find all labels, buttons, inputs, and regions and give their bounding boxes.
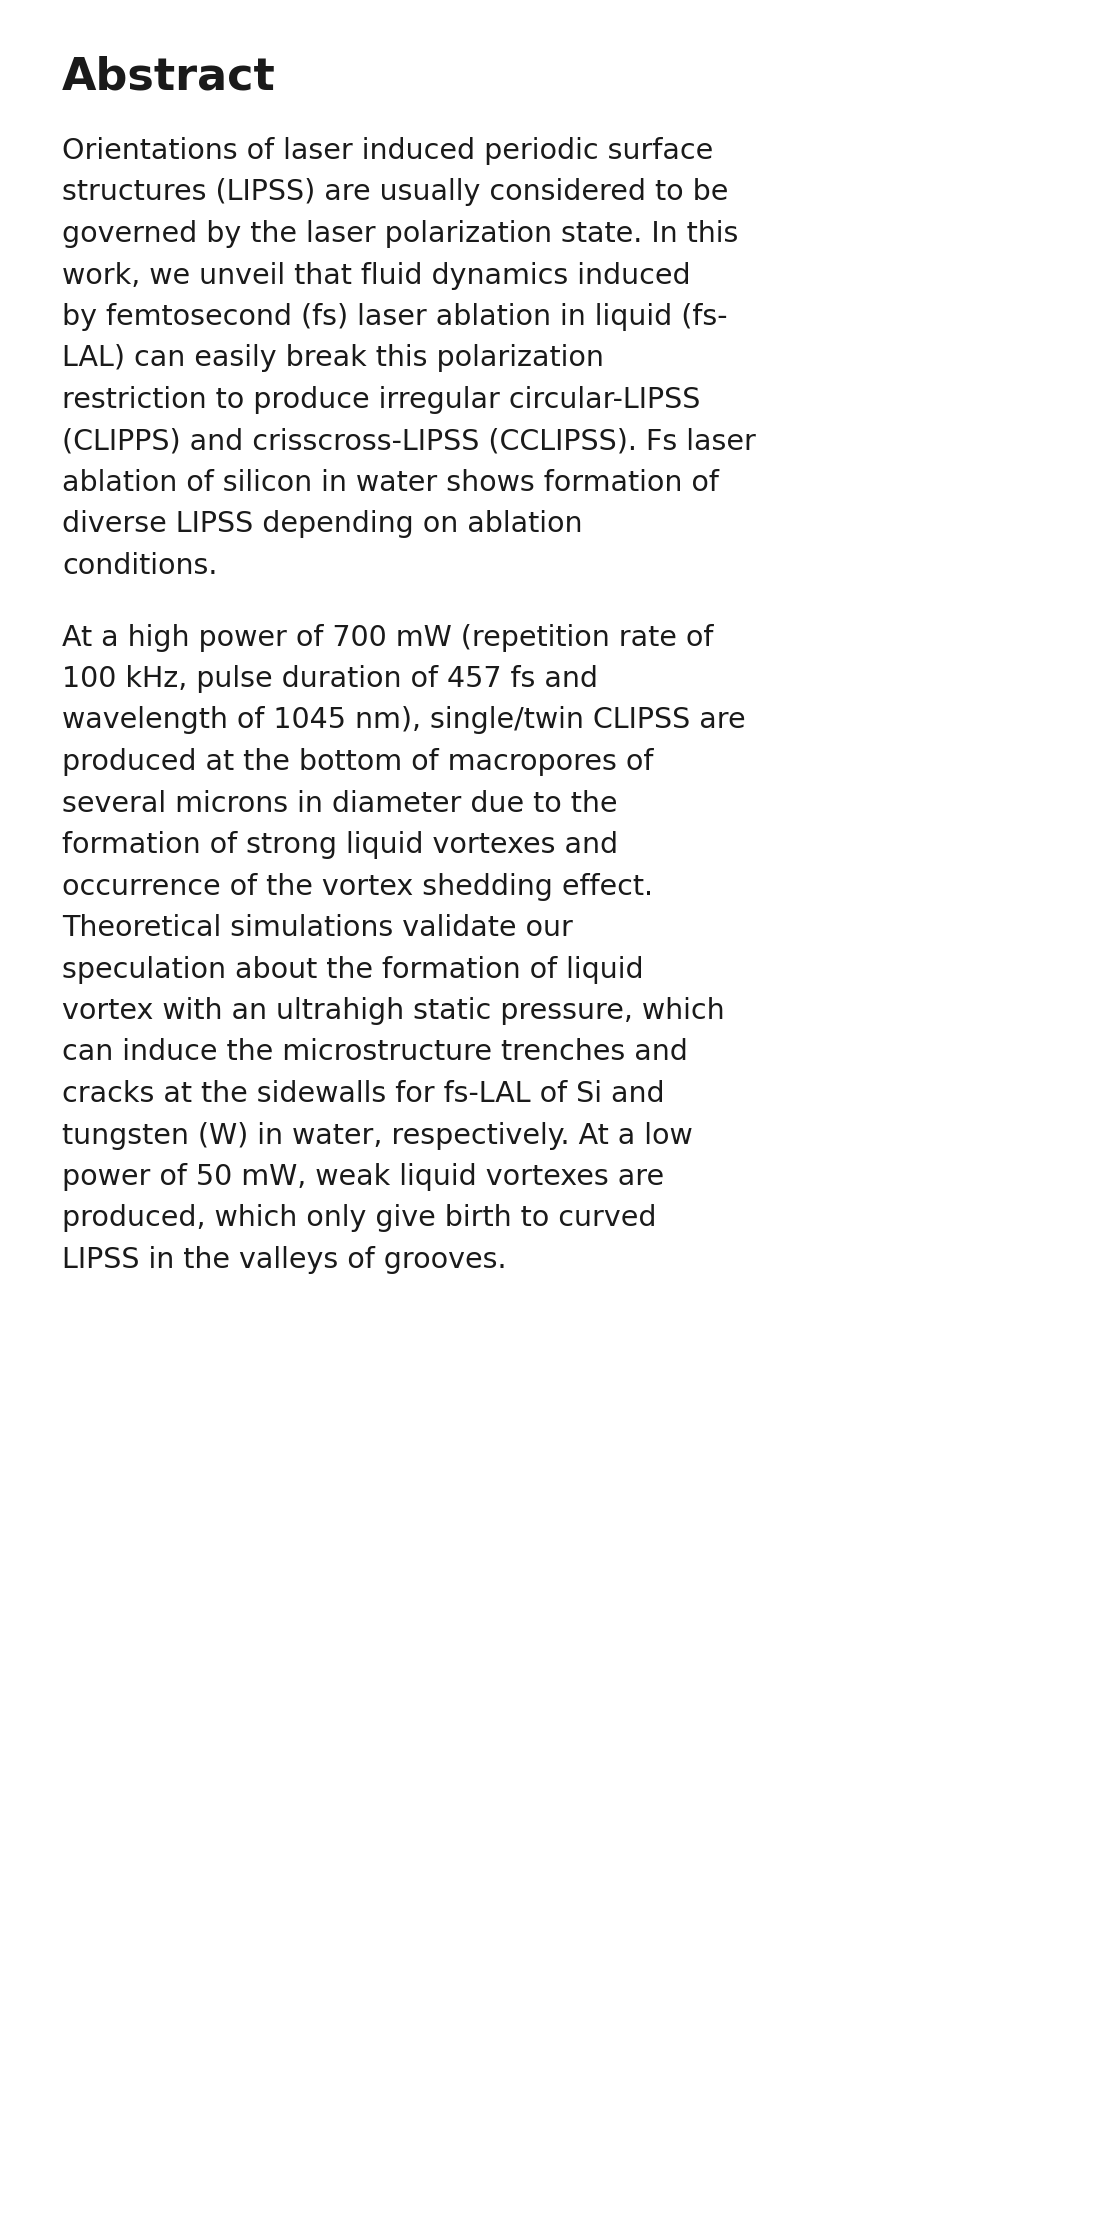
Text: Orientations of laser induced periodic surface: Orientations of laser induced periodic s… xyxy=(63,137,714,166)
Text: wavelength of 1045 nm), single/twin CLIPSS are: wavelength of 1045 nm), single/twin CLIP… xyxy=(63,707,746,734)
Text: LIPSS in the valleys of grooves.: LIPSS in the valleys of grooves. xyxy=(63,1247,507,1273)
Text: ablation of silicon in water shows formation of: ablation of silicon in water shows forma… xyxy=(63,470,719,497)
Text: 100 kHz, pulse duration of 457 fs and: 100 kHz, pulse duration of 457 fs and xyxy=(63,665,598,694)
Text: vortex with an ultrahigh static pressure, which: vortex with an ultrahigh static pressure… xyxy=(63,996,725,1025)
Text: produced at the bottom of macropores of: produced at the bottom of macropores of xyxy=(63,747,653,777)
Text: conditions.: conditions. xyxy=(63,553,218,580)
Text: structures (LIPSS) are usually considered to be: structures (LIPSS) are usually considere… xyxy=(63,179,728,206)
Text: Abstract: Abstract xyxy=(63,56,276,98)
Text: occurrence of the vortex shedding effect.: occurrence of the vortex shedding effect… xyxy=(63,873,653,900)
Text: work, we unveil that fluid dynamics induced: work, we unveil that fluid dynamics indu… xyxy=(63,262,690,289)
Text: power of 50 mW, weak liquid vortexes are: power of 50 mW, weak liquid vortexes are xyxy=(63,1164,665,1191)
Text: governed by the laser polarization state. In this: governed by the laser polarization state… xyxy=(63,219,738,248)
Text: several microns in diameter due to the: several microns in diameter due to the xyxy=(63,790,618,817)
Text: cracks at the sidewalls for fs-LAL of Si and: cracks at the sidewalls for fs-LAL of Si… xyxy=(63,1081,665,1108)
Text: by femtosecond (fs) laser ablation in liquid (fs-: by femtosecond (fs) laser ablation in li… xyxy=(63,302,727,331)
Text: speculation about the formation of liquid: speculation about the formation of liqui… xyxy=(63,956,643,982)
Text: formation of strong liquid vortexes and: formation of strong liquid vortexes and xyxy=(63,830,618,859)
Text: produced, which only give birth to curved: produced, which only give birth to curve… xyxy=(63,1204,657,1233)
Text: can induce the microstructure trenches and: can induce the microstructure trenches a… xyxy=(63,1038,688,1068)
Text: tungsten (W) in water, respectively. At a low: tungsten (W) in water, respectively. At … xyxy=(63,1121,693,1150)
Text: At a high power of 700 mW (repetition rate of: At a high power of 700 mW (repetition ra… xyxy=(63,624,714,651)
Text: diverse LIPSS depending on ablation: diverse LIPSS depending on ablation xyxy=(63,510,582,539)
Text: restriction to produce irregular circular-LIPSS: restriction to produce irregular circula… xyxy=(63,385,700,414)
Text: LAL) can easily break this polarization: LAL) can easily break this polarization xyxy=(63,345,604,372)
Text: (CLIPPS) and crisscross-LIPSS (CCLIPSS). Fs laser: (CLIPPS) and crisscross-LIPSS (CCLIPSS).… xyxy=(63,427,756,457)
Text: Theoretical simulations validate our: Theoretical simulations validate our xyxy=(63,913,573,942)
